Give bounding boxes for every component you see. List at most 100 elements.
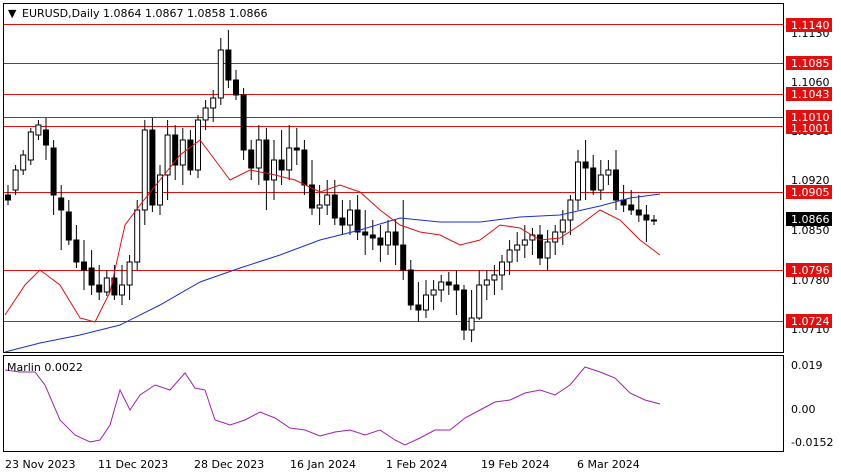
- bearish-candle-body: [81, 261, 87, 271]
- bearish-candle-body: [309, 184, 315, 209]
- bearish-candle-body: [537, 234, 543, 259]
- bullish-candle-body: [20, 154, 27, 171]
- bullish-candle-body: [544, 241, 551, 259]
- bearish-candle-body: [461, 289, 467, 331]
- level-label: 1.0796: [791, 264, 830, 277]
- bearish-candle-body: [369, 234, 376, 239]
- bullish-candle-body: [119, 284, 125, 296]
- marlin-oscillator-line: [4, 366, 661, 446]
- bearish-candle-body: [582, 161, 589, 169]
- level-label-box: [786, 263, 832, 277]
- level-label: 1.1043: [791, 88, 830, 101]
- candlesticks: [5, 30, 657, 342]
- level-label: 1.0905: [791, 186, 830, 199]
- oscillator-tick: 0.019: [791, 359, 823, 372]
- bearish-candle-body: [88, 267, 95, 286]
- bullish-candle-body: [347, 209, 353, 226]
- bullish-candle-body: [521, 239, 528, 246]
- bullish-candle-body: [164, 134, 171, 176]
- bearish-candle-body: [301, 149, 308, 186]
- bullish-candle-body: [499, 261, 505, 276]
- bearish-candle-body: [58, 197, 65, 211]
- bearish-candle-body: [233, 79, 239, 96]
- bearish-candle-body: [415, 304, 422, 311]
- bullish-candle-body: [438, 281, 445, 291]
- bullish-candle-body: [195, 119, 201, 171]
- bullish-candle-body: [27, 131, 34, 161]
- bullish-candle-body: [567, 199, 574, 221]
- level-label-box: [786, 314, 832, 328]
- indicator-name-value: Marlin 0.0022: [7, 361, 83, 374]
- price-tick: 1.0780: [791, 274, 830, 287]
- level-label: 1.0724: [791, 315, 830, 328]
- bullish-candle-body: [605, 169, 612, 176]
- bearish-candle-body: [620, 199, 627, 206]
- main-chart-panel: [3, 3, 784, 353]
- bullish-candle-body: [316, 204, 323, 209]
- bearish-candle-body: [50, 147, 57, 196]
- bullish-candle-body: [491, 274, 498, 281]
- symbol-timeframe-label: EURUSD,Daily: [22, 7, 100, 20]
- bullish-candle-body: [255, 139, 262, 169]
- bullish-candle-body: [271, 159, 277, 181]
- bullish-candle-body: [103, 277, 110, 293]
- bearish-candle-body: [377, 237, 384, 246]
- bearish-candle-body: [643, 214, 650, 221]
- bearish-candle-body: [590, 167, 597, 191]
- level-label: 1.1001: [791, 122, 830, 135]
- bullish-candle-body: [126, 261, 133, 286]
- bullish-candle-body: [514, 244, 521, 251]
- bullish-candle-body: [506, 249, 513, 263]
- bearish-candle-body: [331, 194, 338, 219]
- bearish-candle-body: [149, 129, 156, 206]
- price-tick: 1.0850: [791, 224, 830, 237]
- oscillator-panel: [3, 355, 784, 452]
- time-axis-label: 23 Nov 2023: [5, 458, 75, 471]
- bearish-candle-body: [65, 211, 72, 241]
- bullish-candle-body: [141, 129, 148, 211]
- bullish-candle-body: [202, 107, 209, 121]
- level-label-box: [786, 56, 832, 70]
- bearish-candle-body: [187, 139, 194, 171]
- time-axis-label: 6 Mar 2024: [577, 458, 640, 471]
- oscillator-tick: 0.00: [791, 403, 816, 416]
- level-label-box: [786, 87, 832, 101]
- chart-title-arrow[interactable]: ▼: [8, 7, 17, 20]
- time-axis-label: 28 Dec 2023: [194, 458, 264, 471]
- bullish-candle-body: [483, 279, 490, 286]
- bearish-candle-body: [613, 169, 619, 201]
- bullish-candle-body: [423, 294, 429, 311]
- bearish-candle-body: [400, 244, 407, 271]
- level-label: 1.1085: [791, 57, 830, 70]
- bullish-candle-body: [385, 231, 391, 246]
- bullish-candle-body: [476, 284, 483, 319]
- bullish-candle-body: [217, 49, 224, 99]
- current-price-label: 1.0866: [791, 213, 830, 226]
- horizontal-levels: [4, 24, 783, 322]
- bullish-candle-body: [134, 209, 141, 263]
- bearish-candle-body: [172, 134, 179, 166]
- bearish-candle-body: [293, 147, 300, 151]
- level-label-box: [786, 185, 832, 199]
- bullish-candle-body: [430, 289, 437, 296]
- level-label: 1.1140: [791, 19, 830, 32]
- time-axis-label: 1 Feb 2024: [386, 458, 447, 471]
- bullish-candle-body: [552, 231, 559, 243]
- fast-moving-average-line: [4, 139, 661, 323]
- bearish-candle-body: [96, 284, 103, 293]
- level-label-box: [786, 123, 832, 134]
- bullish-candle-body: [157, 174, 163, 206]
- current-price-box: [786, 212, 832, 226]
- price-tick: 1.1060: [791, 76, 830, 89]
- level-label: 1.1010: [791, 111, 830, 124]
- bullish-candle-body: [210, 97, 217, 109]
- bearish-candle-body: [362, 231, 369, 236]
- bearish-candle-body: [453, 284, 460, 291]
- bearish-candle-body: [225, 49, 232, 81]
- bearish-candle-body: [263, 139, 270, 181]
- bearish-candle-body: [392, 231, 399, 246]
- bearish-candle-body: [278, 159, 285, 171]
- ohlc-values: 1.0864 1.0867 1.0858 1.0866: [103, 7, 267, 20]
- bearish-candle-body: [5, 194, 11, 201]
